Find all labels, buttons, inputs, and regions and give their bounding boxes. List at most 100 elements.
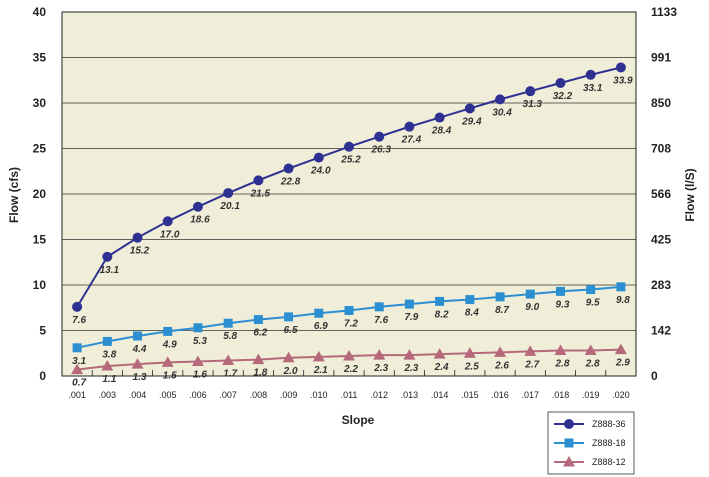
data-label: 8.7 [495,305,509,316]
x-tick-label: .001 [68,390,86,400]
data-point [101,359,114,371]
data-label: 8.4 [465,308,479,319]
data-label: 8.2 [435,309,449,320]
data-label: 28.4 [431,126,452,137]
data-point [525,289,535,299]
data-label: 2.1 [313,365,328,376]
legend-marker [564,438,574,448]
data-point [374,131,385,142]
data-label: 15.2 [130,246,150,257]
data-point [72,343,82,353]
data-label: 29.4 [461,116,482,127]
y-right-tick-label: 142 [651,324,671,338]
data-point [435,296,445,306]
x-tick-label: .014 [431,390,449,400]
data-label: 18.6 [190,215,210,226]
data-label: 5.3 [193,336,207,347]
data-point [161,356,174,367]
x-tick-label: .020 [612,390,630,400]
y-axis-right-ticks: 0 142 283 425 566 708 850 991 1133 [651,5,677,383]
data-point [312,350,325,362]
data-label: 0.7 [72,378,86,389]
data-label: 4.4 [132,344,147,355]
data-point [72,301,83,312]
data-labels: 7.6 13.1 15.2 17.0 18.6 20.1 21.5 22.8 24.0 25.2 2… [72,76,633,389]
y-left-tick-label: 40 [33,5,47,19]
y-right-tick-label: 708 [651,142,671,156]
data-label: 2.7 [524,359,539,370]
data-point [554,344,567,356]
data-label: 26.3 [370,145,391,156]
y-left-tick-label: 30 [33,96,47,110]
y-left-tick-label: 25 [33,142,47,156]
data-label: 32.2 [553,91,573,102]
data-label: 2.6 [494,360,509,371]
x-axis-ticks: .001 .003 .004 .005 .006 .007 .008 .009 .010 .011… [61,370,630,400]
data-label: 33.9 [613,76,633,87]
data-label: 2.9 [615,358,630,369]
y-right-tick-label: 1133 [651,5,677,19]
y-left-tick-label: 0 [39,369,46,383]
data-point [464,103,475,114]
series-z888-12 [71,343,627,375]
data-label: 33.1 [583,83,603,94]
y-axis-left-title: Flow (cfs) [7,167,21,223]
x-tick-label: .011 [341,390,358,400]
data-label: 2.0 [283,366,298,377]
data-label: 24.0 [310,166,331,177]
data-point [163,326,173,336]
y-right-tick-label: 0 [651,369,658,383]
y-left-tick-label: 20 [33,187,47,201]
y-left-tick-label: 10 [33,278,47,292]
legend-label: Z888-18 [592,438,626,448]
data-point [192,201,203,212]
gridlines [62,57,636,331]
data-label: 20.1 [219,201,240,212]
data-point [71,363,84,375]
x-tick-label: .003 [99,390,117,400]
x-tick-label: .004 [129,390,147,400]
data-point [132,232,143,243]
x-tick-label: .015 [461,390,479,400]
data-point [614,343,627,355]
series-group [71,62,627,375]
legend: Z888-36 Z888-18 Z888-12 [547,411,635,475]
data-label: 6.5 [284,325,298,336]
data-label: 9.3 [556,299,570,310]
data-label: 2.5 [464,361,479,372]
data-label: 5.8 [223,331,237,342]
data-point [615,62,626,73]
data-point [494,346,507,357]
x-tick-label: .017 [521,390,539,400]
x-tick-label: .016 [491,390,509,400]
x-tick-label: .009 [280,390,298,400]
legend-entry: Z888-36 [554,419,626,429]
data-label: 2.2 [343,364,358,375]
data-point [463,347,476,358]
data-label: 17.0 [160,229,180,240]
data-point [433,348,446,359]
data-label: 1.6 [193,369,207,380]
y-axis-left-ticks: 0 5 10 15 20 25 30 35 40 [33,5,47,383]
data-label: 6.2 [253,328,267,339]
y-right-tick-label: 566 [651,187,671,201]
data-point [525,86,536,97]
data-point [374,302,384,312]
x-axis-title: Slope [342,413,375,427]
data-label: 2.8 [555,359,570,370]
data-point [555,286,565,296]
data-point [465,295,475,305]
legend-marker [564,419,574,429]
data-label: 3.1 [72,356,86,367]
data-label: 1.1 [102,374,116,385]
y-right-tick-label: 425 [651,233,671,247]
data-point [373,349,386,360]
data-point [434,112,445,123]
data-point [495,94,506,105]
x-tick-label: .018 [552,390,570,400]
data-point [616,282,626,292]
data-point [314,308,324,318]
data-point [404,121,415,132]
data-label: 22.8 [280,177,301,188]
data-label: 7.9 [404,312,418,323]
